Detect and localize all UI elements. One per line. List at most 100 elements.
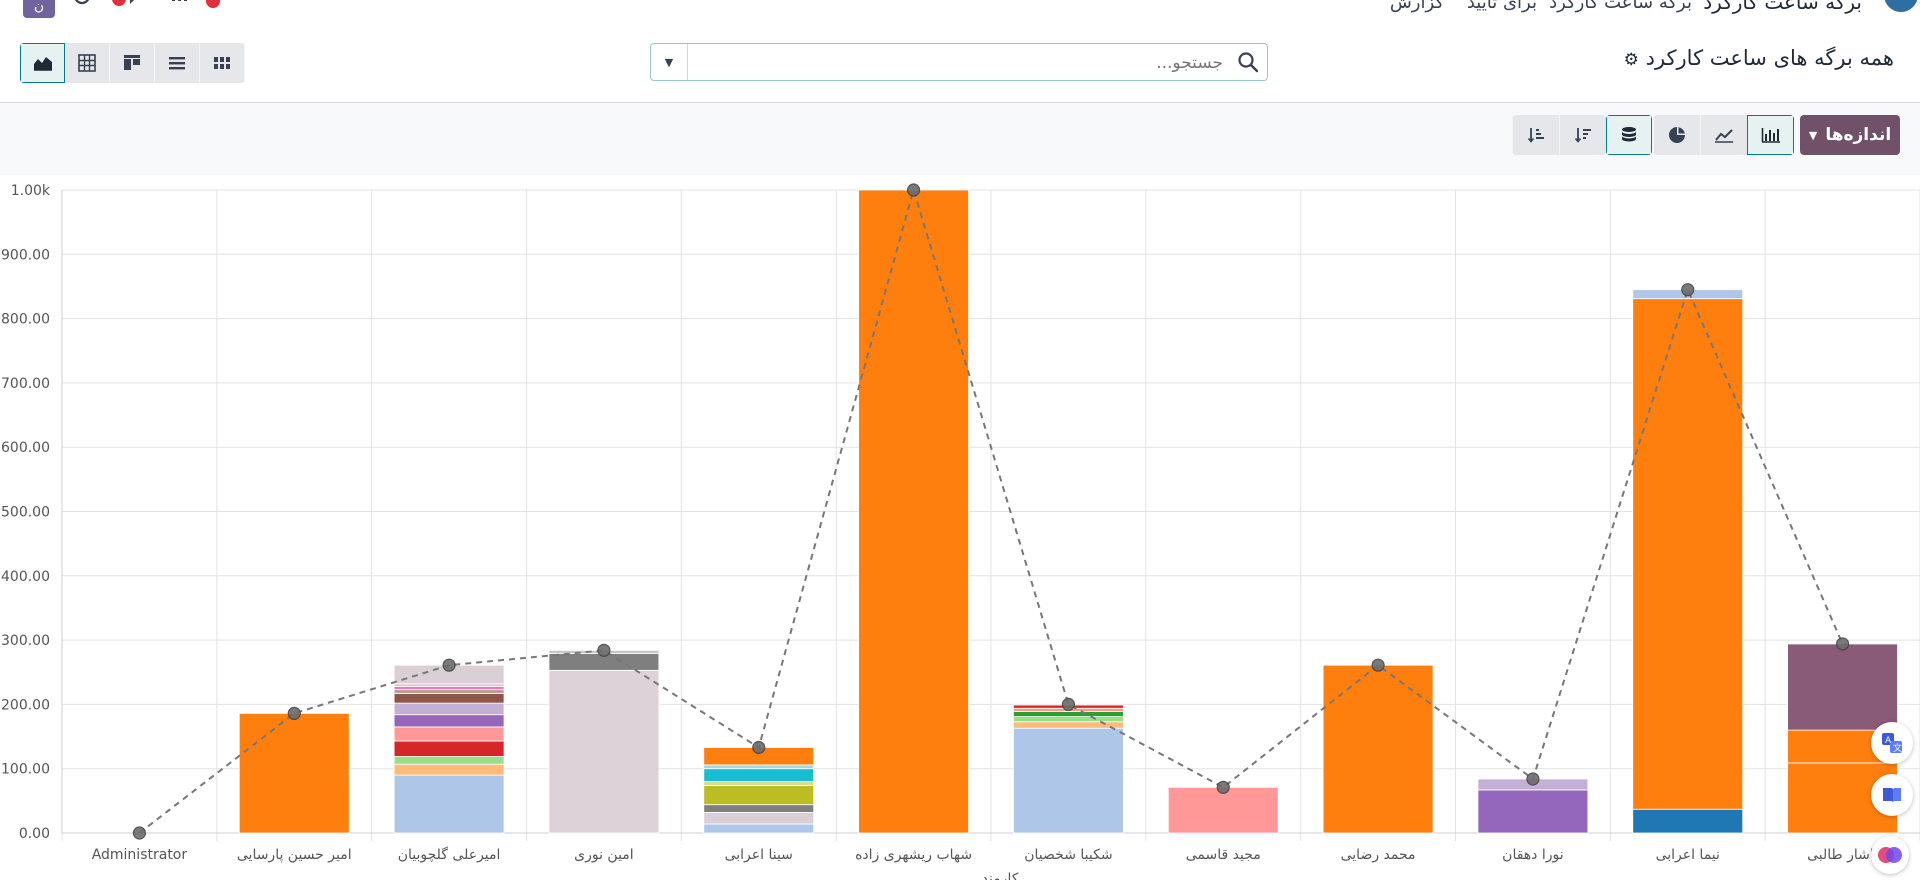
caret-down-icon: ▼ [1808,128,1818,142]
app-logo-icon[interactable] [1884,0,1918,12]
line-point[interactable] [1526,772,1540,786]
activity-icon[interactable] [170,0,190,15]
read-mode-button[interactable] [1871,774,1913,816]
bar-segment[interactable] [1632,298,1744,810]
top-navbar: برگه ساعت کارکرد برگه ساعت کارکرد برای ت… [0,0,1920,18]
bar-segment[interactable] [1013,721,1124,729]
line-point[interactable] [1835,637,1850,651]
chart-grid [61,189,1920,841]
bar-segment[interactable] [1013,711,1124,718]
x-category-label: امیر حسین پارسایی [237,847,352,863]
gear-icon[interactable]: ⚙ [1623,50,1639,70]
kanban-columns-view-button[interactable] [110,43,155,83]
breadcrumb-title[interactable]: همه برگه های ساعت کارکرد [1645,46,1894,70]
bar-segment[interactable] [1787,762,1898,834]
line-point[interactable] [1061,697,1076,712]
caret-down-icon: ▼ [664,55,674,69]
y-tick-label: 1.00k [11,183,51,199]
bar-segment[interactable] [703,804,815,813]
line-point[interactable] [1216,780,1230,794]
bar-segment[interactable] [393,740,505,757]
sort-ascending-button[interactable] [1559,115,1606,155]
bar-segment[interactable] [393,726,505,742]
table-icon [78,54,96,72]
x-category-label: سینا اعرابی [725,847,793,863]
list-icon [169,57,185,70]
bar-segment[interactable] [393,689,505,694]
kanban-view-button[interactable] [200,43,245,83]
bar-segment[interactable] [393,714,505,728]
line-chart-button[interactable] [1700,115,1747,155]
line-point[interactable] [1681,283,1695,297]
user-avatar[interactable]: ن [23,0,55,18]
bar-chart-button[interactable] [1747,115,1794,155]
x-category-label: امیرعلی گلچوبیان [398,846,501,863]
bar-segment[interactable] [703,764,815,770]
ai-assistant-button[interactable] [1871,836,1909,874]
menu-item-to-validate[interactable]: برای تایید [1466,0,1537,13]
bar-segment[interactable] [238,713,350,834]
bar-segment[interactable] [393,685,505,691]
list-view-button[interactable] [155,43,200,83]
search-icon[interactable] [1237,51,1259,77]
menu-item-timesheets[interactable]: برگه ساعت کارکرد [1549,0,1692,13]
line-series [138,186,1844,834]
sort-group [1512,115,1606,155]
messaging-icon[interactable] [128,0,150,15]
measures-dropdown-button[interactable]: اندازه‌ها ▼ [1800,115,1900,155]
bar-segment[interactable] [393,702,505,716]
timer-icon[interactable] [72,0,92,15]
pivot-view-button[interactable] [65,43,110,83]
line-point[interactable] [752,740,766,755]
stacked-toggle-group [1606,115,1652,155]
bar-segment[interactable] [1013,716,1124,723]
bar-segment[interactable] [393,756,505,765]
search-options-toggle[interactable]: ▼ [651,44,688,80]
bar-segment[interactable] [858,189,969,834]
y-tick-label: 300.00 [1,633,50,649]
brain-icon [1878,847,1902,863]
book-icon [1883,788,1901,803]
area-chart-icon [33,57,52,71]
x-category-label: نیما اعرابی [1656,847,1720,863]
bar-segment[interactable] [1167,786,1279,834]
x-category-label: نورا دهقان [1502,847,1563,863]
app-title[interactable]: برگه ساعت کارکرد [1703,0,1862,14]
chart-labels: 0.00 100.00 200.00 300.00 400.00 500.00 600.00… [1,183,1878,880]
bar-segment[interactable] [393,693,505,704]
bar-segment[interactable] [1632,808,1744,834]
line-point[interactable] [132,826,147,840]
sort-descending-button[interactable] [1512,115,1559,155]
bar-segment[interactable] [1787,643,1898,731]
menu-item-reporting[interactable]: گزارش [1389,0,1444,13]
bar-segment[interactable] [1013,727,1124,834]
sort-ascending-icon [1574,128,1591,143]
pie-chart-button[interactable] [1653,115,1700,155]
line-point[interactable] [1371,658,1385,672]
x-category-label: یاشار طالبی [1807,847,1878,863]
bar-segment[interactable] [703,768,815,782]
x-category-label: امین نوری [574,847,634,863]
line-point[interactable] [287,706,301,721]
bar-segment[interactable] [703,812,815,825]
bar-segment[interactable] [548,669,660,834]
bar-segment[interactable] [703,781,815,786]
control-panel-divider [0,102,1920,103]
line-point[interactable] [597,643,611,657]
search-input[interactable] [691,44,1225,82]
line-point[interactable] [442,658,456,672]
line-point[interactable] [906,183,921,197]
x-category-label: شکیبا شخصیان [1024,847,1112,863]
bar-segment[interactable] [1477,789,1589,834]
graph-view-button[interactable] [20,43,65,83]
bar-segment[interactable] [393,774,505,834]
bar-segment[interactable] [393,763,505,776]
bar-segment[interactable] [703,823,815,834]
bar-segment[interactable] [1322,664,1434,834]
stacked-toggle-button[interactable] [1606,115,1652,155]
columns-icon [124,55,140,70]
bar-segment[interactable] [703,785,815,806]
svg-text:文: 文 [1893,742,1902,754]
view-switcher [20,43,245,83]
